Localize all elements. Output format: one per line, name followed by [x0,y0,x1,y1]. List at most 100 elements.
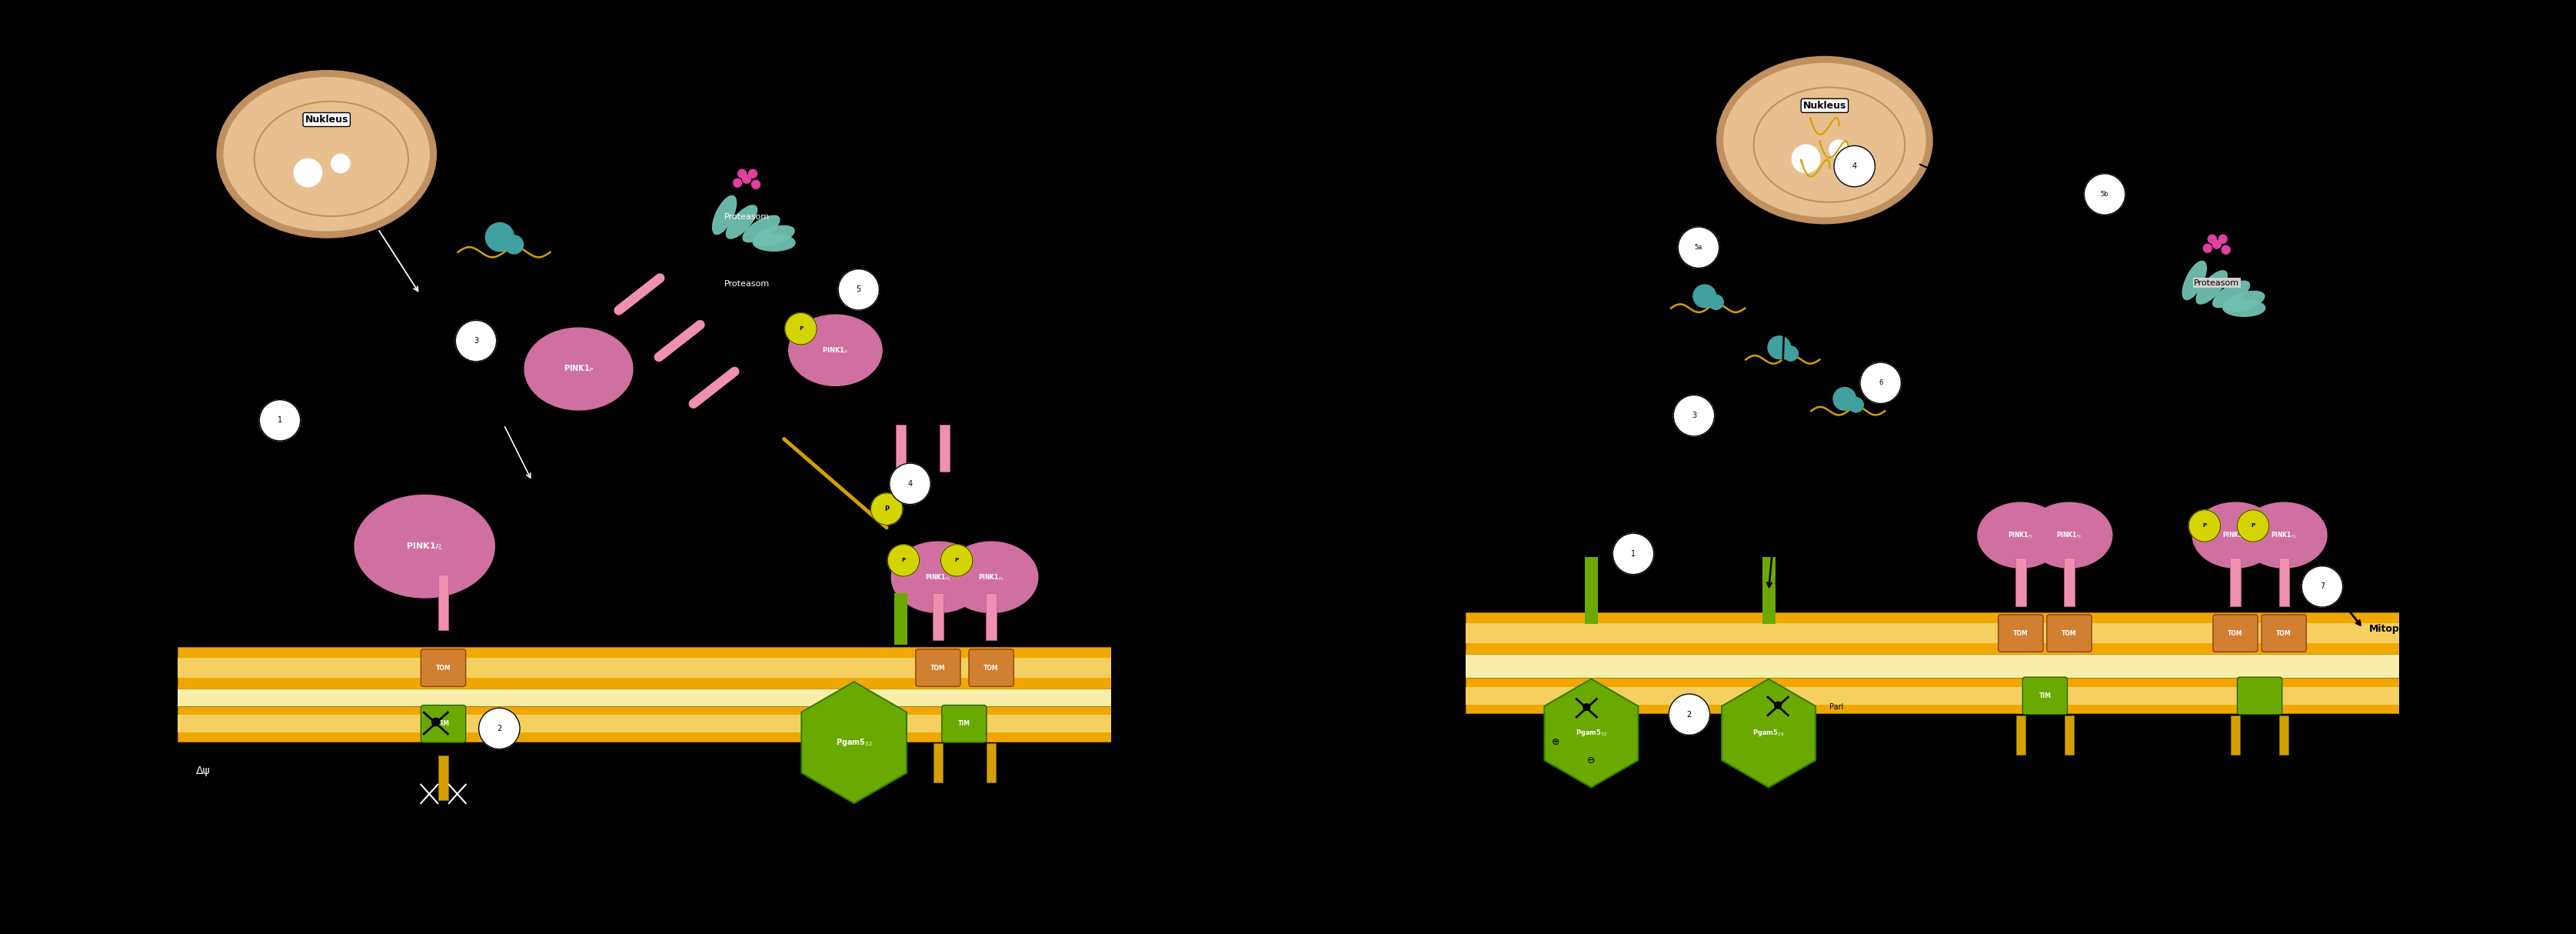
Bar [2063,715,2074,755]
Text: 2: 2 [497,725,502,732]
Text: P: P [884,505,889,513]
Bar [1466,623,2398,644]
Ellipse shape [2197,271,2228,304]
FancyBboxPatch shape [2048,615,2092,652]
Ellipse shape [742,216,781,242]
Bar [1584,557,1597,624]
Circle shape [1669,694,1710,735]
Text: PINK1$_{FL}$: PINK1$_{FL}$ [2007,531,2032,540]
Bar [178,686,1110,706]
Text: 5: 5 [855,286,860,293]
Ellipse shape [714,196,737,234]
Bar [1466,651,2398,678]
Ellipse shape [1978,502,2063,568]
Ellipse shape [216,70,435,237]
Ellipse shape [752,234,796,251]
Circle shape [1692,285,1716,307]
Circle shape [1775,701,1783,709]
Circle shape [786,313,817,345]
Bar [987,593,997,640]
Circle shape [2246,684,2272,708]
Text: Zytosol: Zytosol [1479,594,1510,601]
Text: Parl: Parl [1829,703,1844,711]
FancyBboxPatch shape [420,649,466,686]
Text: P: P [2251,524,2254,528]
Text: PINK1$_P$: PINK1$_P$ [564,363,595,375]
Text: 7: 7 [2321,583,2324,590]
Circle shape [1584,703,1589,711]
Text: Nukleus: Nukleus [1803,101,1847,110]
Text: P: P [902,559,907,562]
Circle shape [1829,140,1847,159]
Bar [178,706,1110,742]
Bar [438,574,448,630]
Bar [2063,558,2074,606]
Circle shape [479,708,520,749]
Circle shape [2084,174,2125,215]
FancyBboxPatch shape [969,649,1015,686]
Polygon shape [1721,679,1816,787]
Text: Pgam5$_{28}$: Pgam5$_{28}$ [1752,729,1785,738]
Bar [933,593,943,640]
Text: ⊕: ⊕ [1551,737,1561,746]
Text: Pgam5$_{32}$: Pgam5$_{32}$ [835,737,873,748]
FancyArrowPatch shape [2069,315,2187,472]
Text: Matrix: Matrix [1479,737,1507,744]
FancyArrowPatch shape [505,427,531,478]
Circle shape [734,178,742,187]
FancyBboxPatch shape [420,705,466,743]
Ellipse shape [1723,64,1924,217]
Circle shape [1793,145,1821,173]
Circle shape [2202,244,2213,252]
Text: 5a: 5a [1695,244,1703,251]
Text: 1: 1 [1631,550,1636,558]
Circle shape [456,320,497,361]
Circle shape [889,463,930,504]
Circle shape [1860,362,1901,403]
Circle shape [294,159,322,187]
Text: 6: 6 [1878,379,1883,387]
Circle shape [505,235,523,254]
Circle shape [1708,295,1723,309]
Circle shape [1834,388,1857,410]
Bar [178,715,1110,732]
Bar [2280,558,2290,606]
Bar [940,425,951,472]
Ellipse shape [891,542,984,613]
FancyBboxPatch shape [2022,677,2069,715]
Text: P: P [956,559,958,562]
Text: Proteasom: Proteasom [724,280,770,288]
FancyBboxPatch shape [914,649,961,686]
Circle shape [2239,510,2269,542]
Ellipse shape [2223,300,2264,317]
Bar [896,425,907,472]
Ellipse shape [726,205,757,238]
Bar [2231,558,2241,606]
Text: P: P [799,327,804,331]
Ellipse shape [755,226,793,246]
Bar [2280,715,2287,755]
Bar [894,593,907,644]
Circle shape [1834,146,1875,187]
Circle shape [2303,566,2342,607]
FancyBboxPatch shape [2213,615,2257,652]
Text: Proteasom: Proteasom [2195,279,2239,287]
Circle shape [742,175,750,183]
Ellipse shape [2213,281,2249,307]
Circle shape [1677,227,1718,268]
Bar [2014,558,2025,606]
Text: 5b: 5b [2099,191,2110,198]
Circle shape [889,545,920,576]
Text: TIM: TIM [2038,692,2050,700]
Text: Proteasom: Proteasom [724,214,770,221]
Polygon shape [801,682,907,803]
Circle shape [1674,395,1716,436]
Text: PINK1$_{FL}$: PINK1$_{FL}$ [2056,531,2081,540]
Circle shape [484,222,515,251]
Text: PINK1$_{FL}$: PINK1$_{FL}$ [2223,531,2249,540]
Text: TOM: TOM [2228,630,2244,637]
Text: TOM: TOM [930,664,945,672]
FancyArrowPatch shape [379,231,417,291]
Circle shape [752,180,760,189]
Text: TOM: TOM [2277,630,2293,637]
